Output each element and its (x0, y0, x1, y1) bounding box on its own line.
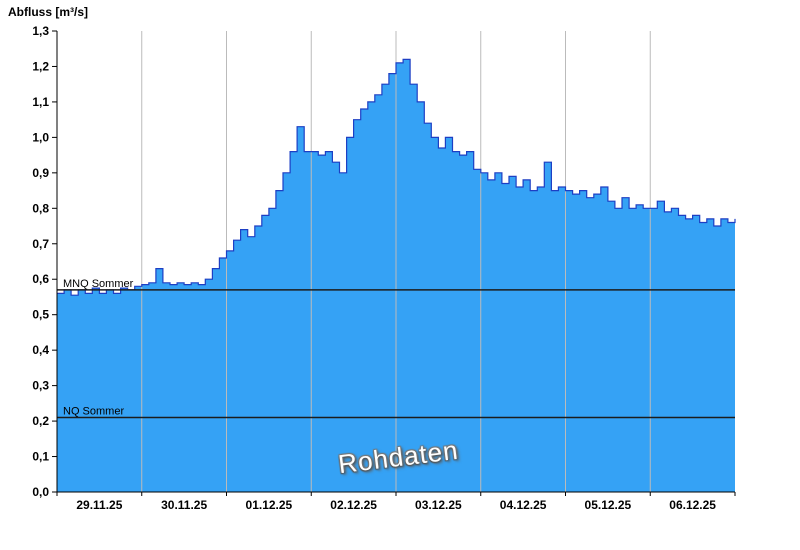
x-tick-label: 29.11.25 (76, 498, 122, 512)
x-tick-label: 03.12.25 (415, 498, 462, 512)
y-tick-label: 1,2 (32, 59, 49, 73)
x-tick-label: 05.12.25 (585, 498, 632, 512)
x-tick-label: 04.12.25 (500, 498, 547, 512)
x-tick-label: 06.12.25 (669, 498, 716, 512)
y-tick-label: 0,4 (32, 343, 49, 357)
y-tick-label: 0,6 (32, 272, 49, 286)
y-tick-label: 0,0 (32, 485, 49, 499)
x-tick-label: 30.11.25 (161, 498, 207, 512)
y-tick-label: 0,7 (32, 237, 49, 251)
y-tick-label: 1,1 (32, 95, 49, 109)
y-tick-label: 0,3 (32, 379, 49, 393)
x-tick-label: 02.12.25 (330, 498, 377, 512)
reference-line-label: MNQ Sommer (63, 278, 134, 290)
y-tick-label: 1,3 (32, 24, 49, 38)
y-tick-label: 0,1 (32, 450, 49, 464)
y-tick-label: 0,5 (32, 308, 49, 322)
y-tick-label: 0,2 (32, 414, 49, 428)
discharge-line (57, 58, 736, 296)
y-tick-label: 1,0 (32, 130, 49, 144)
reference-line-label: NQ Sommer (63, 406, 124, 418)
y-tick-label: 0,8 (32, 201, 49, 215)
y-axis-title: Abfluss [m³/s] (8, 5, 89, 19)
x-tick-label: 01.12.25 (246, 498, 293, 512)
y-tick-label: 0,9 (32, 166, 49, 180)
